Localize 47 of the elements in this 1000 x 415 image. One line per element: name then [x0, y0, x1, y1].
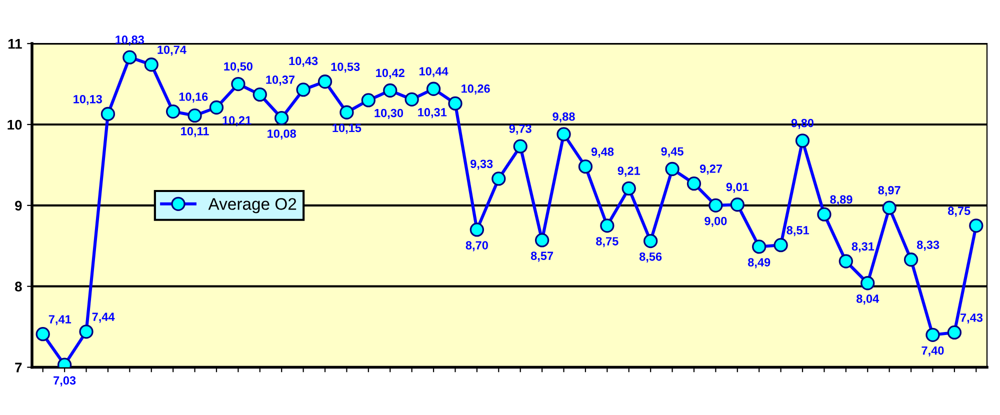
data-label: 10,43 — [289, 56, 318, 67]
data-label: 8,57 — [530, 252, 554, 262]
data-label: 10,31 — [418, 108, 447, 118]
data-label: 10,15 — [332, 124, 362, 134]
data-label: 9,73 — [509, 124, 532, 135]
y-tick-label: 8 — [14, 282, 22, 292]
y-tick-label: 10 — [8, 120, 22, 130]
data-label: 8,56 — [639, 252, 662, 263]
data-label: 9,33 — [470, 160, 493, 170]
data-label: 10,16 — [179, 92, 208, 103]
data-label: 7,44 — [92, 312, 115, 323]
y-tick-label: 7 — [15, 362, 22, 372]
data-label: 8,04 — [856, 294, 880, 305]
data-label: 10,13 — [74, 94, 102, 106]
data-label: 9,21 — [618, 166, 640, 177]
data-label: 10,53 — [331, 62, 360, 73]
data-label: 9,88 — [552, 112, 575, 122]
y-tick-label: 9 — [15, 200, 22, 211]
data-label: 10,37 — [266, 76, 294, 86]
data-label: 8,89 — [830, 195, 852, 206]
data-label: 7,41 — [48, 315, 72, 326]
data-label: 10,26 — [462, 84, 490, 95]
data-label: 9,45 — [661, 147, 684, 158]
data-label: 9,00 — [704, 216, 727, 227]
data-label: 8,70 — [466, 241, 488, 252]
data-label: 10,42 — [376, 68, 404, 79]
data-label: 7,03 — [54, 376, 76, 386]
data-label: 10,74 — [158, 46, 186, 56]
data-label: 10,11 — [181, 127, 209, 138]
data-label: 9,48 — [591, 148, 614, 158]
data-label: 8,75 — [948, 206, 970, 217]
data-label: 9,01 — [726, 182, 749, 193]
data-label: 10,50 — [224, 62, 252, 72]
data-label: 8,51 — [786, 226, 810, 236]
y-tick-label: 11 — [8, 39, 22, 49]
legend-label: Average O2 — [208, 198, 296, 214]
data-label: 10,44 — [420, 67, 448, 78]
data-label: 8,97 — [878, 186, 900, 196]
data-label: 9,27 — [700, 164, 722, 175]
data-label: 10,30 — [374, 108, 404, 119]
data-label: 7,43 — [960, 313, 983, 324]
data-label: 8,75 — [596, 237, 618, 248]
data-label: 8,49 — [748, 258, 770, 268]
data-label: 10,08 — [268, 129, 296, 140]
data-label: 7,40 — [922, 346, 944, 356]
data-label: 8,33 — [916, 240, 940, 251]
data-label: 8,31 — [852, 242, 874, 252]
